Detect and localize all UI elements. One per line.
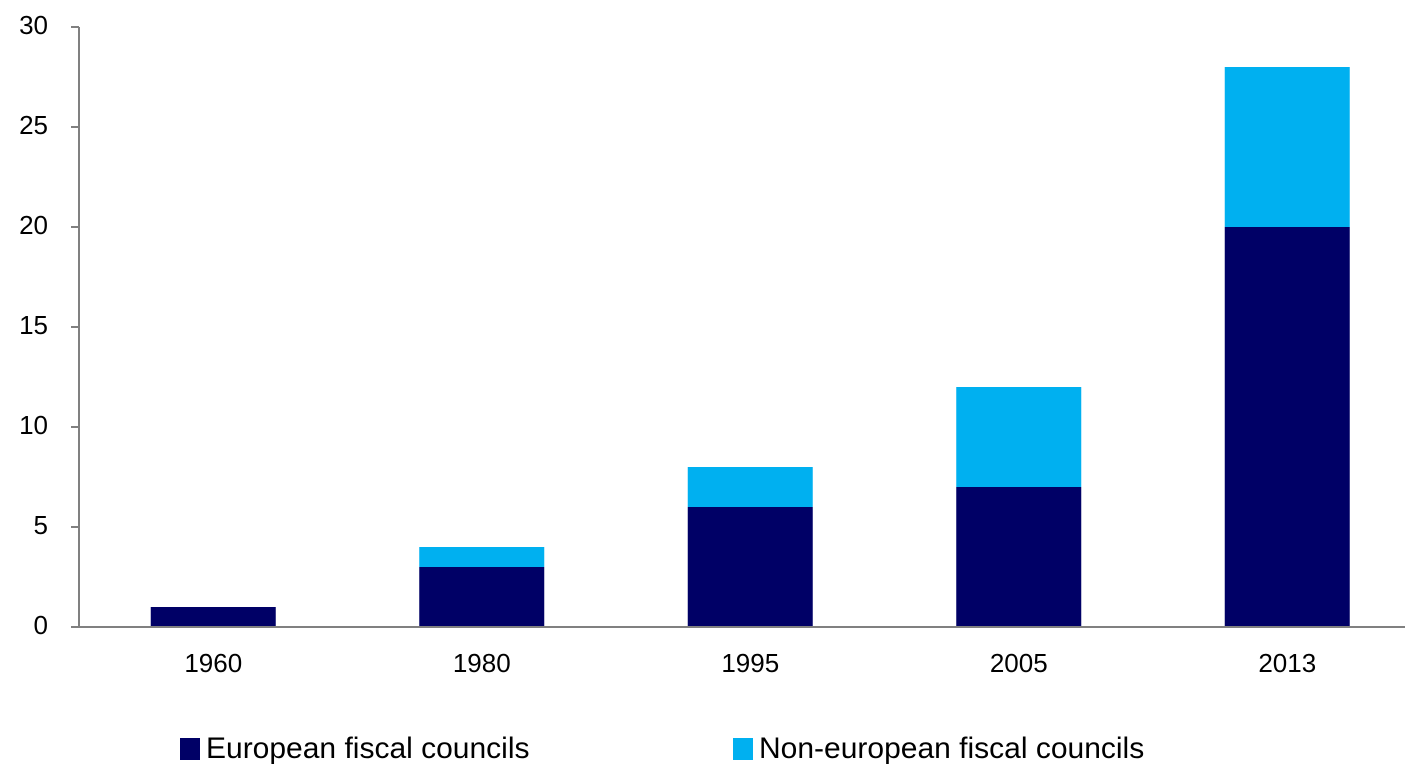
bar-segment (687, 507, 813, 627)
y-tick-label: 25 (19, 110, 48, 140)
y-tick-label: 15 (19, 310, 48, 340)
x-tick-label: 2013 (1258, 648, 1316, 678)
y-tick-label: 0 (34, 610, 48, 640)
bar-segment (956, 387, 1082, 487)
bar-segment (419, 547, 545, 567)
bar-segment (687, 467, 813, 507)
x-tick-label: 1995 (721, 648, 779, 678)
bar-segment (419, 567, 545, 627)
bar-segment (1224, 67, 1350, 227)
legend-swatch (733, 738, 753, 760)
legend-swatch (180, 738, 200, 760)
y-tick-label: 10 (19, 410, 48, 440)
y-tick-label: 30 (19, 10, 48, 40)
y-tick-label: 5 (34, 510, 48, 540)
legend-label: European fiscal councils (206, 732, 530, 765)
x-tick-label: 1960 (184, 648, 242, 678)
y-tick-label: 20 (19, 210, 48, 240)
bar-segment (1224, 227, 1350, 627)
x-tick-label: 2005 (990, 648, 1048, 678)
bar-segment (150, 607, 276, 627)
legend-label: Non-european fiscal councils (759, 732, 1144, 765)
x-tick-label: 1980 (453, 648, 511, 678)
bar-segment (956, 487, 1082, 627)
